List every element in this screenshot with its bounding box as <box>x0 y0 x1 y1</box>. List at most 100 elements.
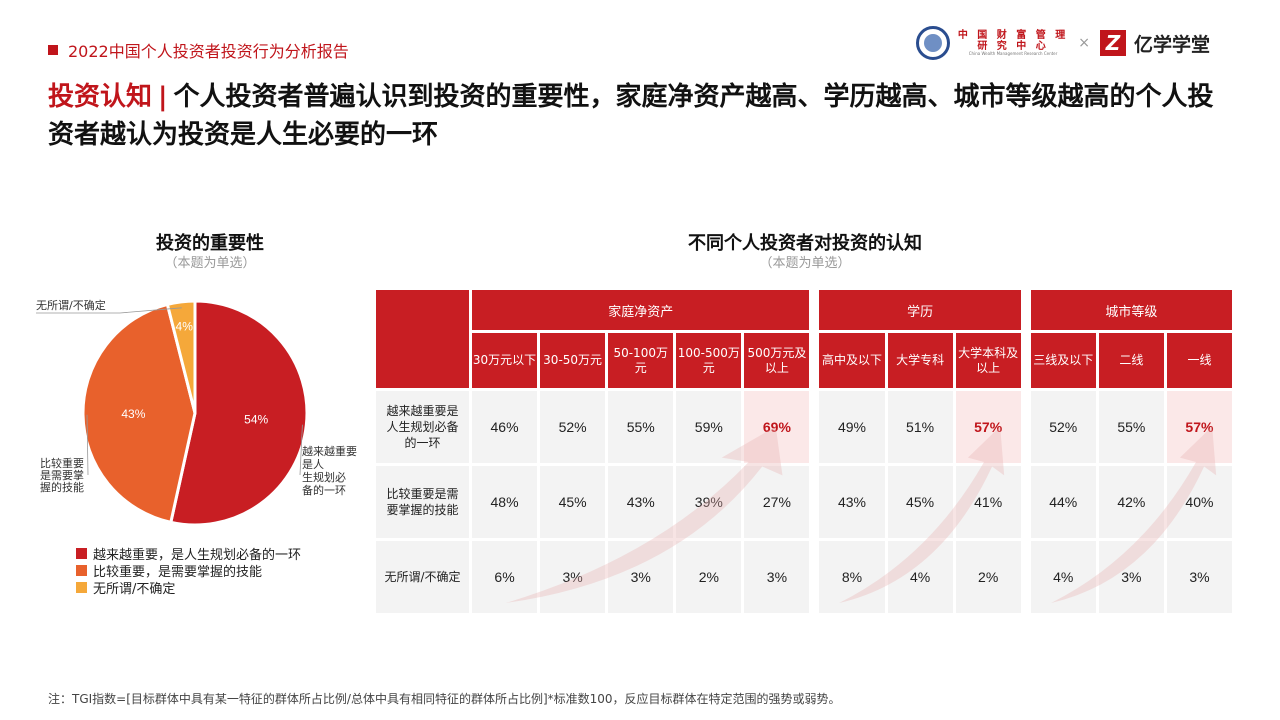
table-cell-value: 46% <box>472 391 538 463</box>
pie-callout-text: 握的技能 <box>40 480 84 494</box>
table-cell-value: 40% <box>1166 466 1232 538</box>
pie-callout-text: 生规划必 <box>302 470 346 484</box>
table-cell-value: 45% <box>540 466 606 538</box>
table-cell-value: 51% <box>887 391 953 463</box>
table-subtitle: （本题为单选） <box>759 256 851 271</box>
report-tag-text: 2022中国个人投资者投资行为分析报告 <box>68 42 349 61</box>
cognition-table: 家庭净资产 30万元以下 30-50万元 50-100万元 100-500万元 500万元… <box>376 290 1232 613</box>
yixue-logo-icon: Z <box>1099 30 1126 56</box>
pie-subtitle: （本题为单选） <box>164 256 256 271</box>
headline-topic: 投资认知 <box>48 82 153 112</box>
legend-label: 越来越重要，是人生规划必备的一环 <box>93 548 302 563</box>
table-group-header: 城市等级 <box>1030 290 1232 330</box>
table-column-header: 二线 <box>1098 333 1164 388</box>
table-cell-value: 2% <box>955 541 1021 613</box>
table-column-header: 三线及以下 <box>1030 333 1096 388</box>
pie-callout-line <box>36 307 182 314</box>
table-group-header: 学历 <box>819 290 1021 330</box>
table-cell-value: 45% <box>887 466 953 538</box>
pie-callout-text: 越来越重要 <box>302 444 357 458</box>
table-column-header: 30万元以下 <box>472 333 538 388</box>
table-cell-value: 4% <box>1030 541 1096 613</box>
table-cell-value: 3% <box>744 541 810 613</box>
table-cell-value: 42% <box>1098 466 1164 538</box>
legend-label: 无所谓/不确定 <box>93 582 176 597</box>
table-column-header: 100-500万元 <box>676 333 742 388</box>
table-column-header: 大学本科及以上 <box>955 333 1021 388</box>
table-column-header: 500万元及以上 <box>744 333 810 388</box>
table-column-header: 大学专科 <box>887 333 953 388</box>
table-cell-value: 59% <box>676 391 742 463</box>
pie-callout-text: 是需要掌 <box>40 468 84 482</box>
pie-callout-text: 备的一环 <box>302 483 346 497</box>
legend-swatch <box>76 565 87 576</box>
legend-item: 比较重要，是需要掌握的技能 <box>76 562 301 580</box>
report-tag: 2022中国个人投资者投资行为分析报告 <box>48 38 349 62</box>
table-row-header: 无所谓/不确定 <box>376 541 469 613</box>
pie-slice <box>81 302 197 525</box>
table-cell-value: 6% <box>472 541 538 613</box>
pie-callout-line <box>86 414 89 476</box>
pie-callout-text: 是人 <box>302 458 324 471</box>
table-cell-value: 57% <box>1166 391 1232 463</box>
table-cell-value: 41% <box>955 466 1021 538</box>
pie-callout-line <box>299 424 303 476</box>
pie-legend: 越来越重要，是人生规划必备的一环 比较重要，是需要掌握的技能 无所谓/不确定 <box>76 545 302 597</box>
table-cell-value: 43% <box>819 466 885 538</box>
headline-divider: | <box>158 82 168 112</box>
table-column-header: 50-100万元 <box>608 333 674 388</box>
table-cell-value: 8% <box>819 541 885 613</box>
headline-text: 个人投资者普遍认识到投资的重要性，家庭净资产越高、学历越高、城市等级越高的个人投… <box>48 82 1214 150</box>
table-title: 不同个人投资者对投资的认知 <box>688 233 922 254</box>
table-cell-value: 43% <box>608 466 674 538</box>
center-name-line1: 中 国 财 富 管 理 <box>957 29 1069 41</box>
importance-pie-chart: 54% 越来越重要是人生规划必备的一环 43% 比较重要是需要掌握的技能 4% 无所谓/不… <box>36 298 357 527</box>
pie-callout-text: 无所谓/不确定 <box>36 298 106 312</box>
table-cell-value: 52% <box>1030 391 1096 463</box>
table-corner <box>376 290 469 388</box>
table-cell-value: 3% <box>540 541 606 613</box>
research-center-seal-icon <box>915 26 950 60</box>
table-cell-value: 49% <box>819 391 885 463</box>
table-cell-value: 55% <box>608 391 674 463</box>
legend-swatch <box>76 548 87 559</box>
table-column-header: 高中及以下 <box>819 333 885 388</box>
legend-label: 比较重要，是需要掌握的技能 <box>93 565 263 580</box>
table-cell-value: 39% <box>676 466 742 538</box>
pie-slice-value-label: 4% <box>176 319 194 333</box>
table-cell-value: 3% <box>1098 541 1164 613</box>
table-cell-value: 44% <box>1030 466 1096 538</box>
yixue-logo-text: 亿学学堂 <box>1133 33 1210 56</box>
table-row-header: 比较重要是需要掌握的技能 <box>376 466 469 538</box>
table-cell-value: 2% <box>676 541 742 613</box>
legend-item: 无所谓/不确定 <box>76 579 301 597</box>
table-cell-value: 27% <box>744 466 810 538</box>
table-column-header: 30-50万元 <box>540 333 606 388</box>
pie-title: 投资的重要性 <box>156 233 264 254</box>
page-headline: 投资认知 | 个人投资者普遍认识到投资的重要性，家庭净资产越高、学历越高、城市等级越… <box>48 78 1238 154</box>
table-cell-value: 57% <box>955 391 1021 463</box>
center-name-line2: 研 究 中 心 <box>977 40 1049 52</box>
report-tag-square <box>48 45 58 55</box>
legend-item: 越来越重要，是人生规划必备的一环 <box>76 545 302 563</box>
table-cell-value: 3% <box>1166 541 1232 613</box>
table-cell-value: 69% <box>744 391 810 463</box>
footnote: 注：TGI指数=[目标群体中具有某一特征的群体所占比例/总体中具有相同特征的群体… <box>48 692 841 706</box>
table-group-header: 家庭净资产 <box>472 290 810 330</box>
center-name-english: China Wealth Management Research Center <box>968 50 1058 56</box>
table-cell-value: 55% <box>1098 391 1164 463</box>
table-cell-value: 4% <box>887 541 953 613</box>
collab-times: × <box>1078 35 1090 51</box>
pie-slice <box>165 299 197 414</box>
pie-slice <box>169 299 309 527</box>
table-row-header: 越来越重要是人生规划必备的一环 <box>376 391 469 463</box>
table-cell-value: 52% <box>540 391 606 463</box>
pie-slice-value-label: 54% <box>244 413 268 427</box>
table-column-header: 一线 <box>1166 333 1232 388</box>
table-cell-value: 3% <box>608 541 674 613</box>
legend-swatch <box>76 582 87 593</box>
research-center-logo: 中 国 财 富 管 理 研 究 中 心 China Wealth Managem… <box>958 30 1068 56</box>
pie-slice-value-label: 43% <box>121 407 145 421</box>
table-cell-value: 48% <box>472 466 538 538</box>
logos: 中 国 财 富 管 理 研 究 中 心 China Wealth Managem… <box>915 26 1210 60</box>
